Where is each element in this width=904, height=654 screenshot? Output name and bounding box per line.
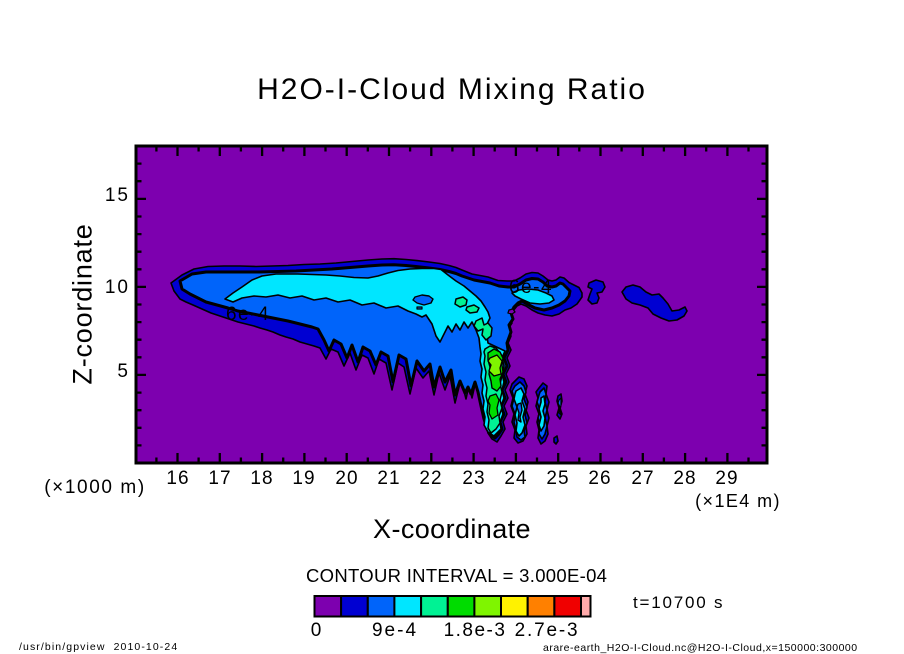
svg-text:6e-4: 6e-4 (509, 277, 553, 298)
svg-text:6e-4: 6e-4 (226, 304, 270, 325)
